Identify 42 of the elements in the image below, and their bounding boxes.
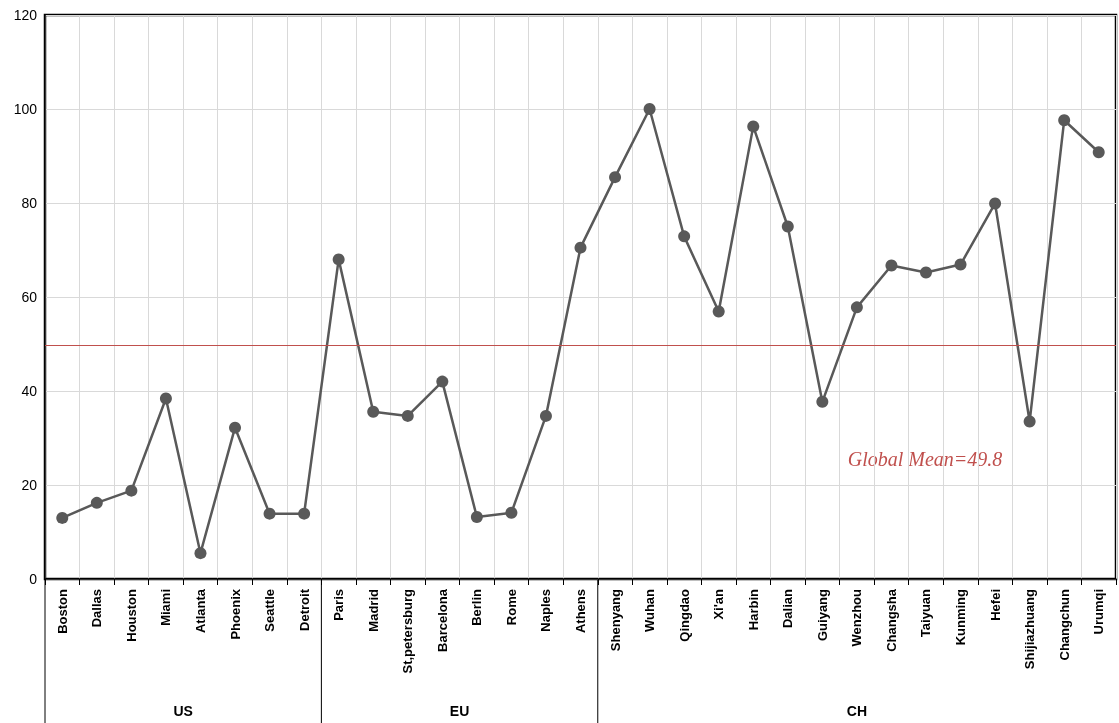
x-tick-label: Athens [573,589,588,634]
x-tick-label: Taiyuan [918,588,934,638]
y-tick-label: 80 [21,195,38,211]
x-tick-label: Dalian [780,588,796,629]
x-tick-label: Kunming [953,588,969,646]
x-tick-label: Miami [158,589,174,626]
y-tick-label: 40 [21,383,38,399]
x-tick-label: Houston [123,588,139,642]
x-tick-label: Hefei [987,589,1003,621]
x-tick-label: Naples [538,589,554,632]
text: EU [449,703,470,719]
x-tick-label: Urumqi [1091,589,1107,635]
y-tick-label: 60 [21,289,38,305]
x-tick-label: Boston [54,588,70,634]
x-tick-label: Atlanta [192,588,208,634]
x-tick-label: Dallas [89,589,105,628]
y-tick-label: 0 [29,571,38,587]
x-tick-label: Detroit [296,588,312,631]
x-tick-label: St,petersburg [400,588,416,674]
x-tick-label: Qingdao [676,588,692,642]
x-tick-label: Rome [503,589,519,626]
x-tick-label: Wuhan [642,588,658,633]
x-tick-label: Changsha [883,588,899,652]
y-tick-label: 120 [13,7,38,23]
x-tick-label: Shenyang [607,588,623,652]
x-tick-label: Paris [331,589,347,621]
x-tick-label: Berlin [469,588,485,626]
y-tick-label: 20 [21,477,38,493]
x-tick-label: Changchun [1056,588,1072,661]
x-tick-label: Xi'an [711,588,727,620]
x-tick-label: Harbin [745,588,761,631]
x-tick-label: Seattle [262,589,278,632]
x-tick-label: Shijiazhuang [1022,588,1038,670]
x-tick-label: Phoenix [227,588,243,640]
x-tick-label: Wenzhou [849,588,865,647]
text: CH [846,703,867,719]
x-tick-label: Madrid [365,588,381,632]
x-tick-label: Guiyang [814,588,830,642]
text: US [173,703,193,719]
ref-line-label: Global Mean=49.8 [847,447,1003,470]
y-tick-label: 100 [13,101,38,117]
x-tick-label: Barcelona [434,588,450,652]
